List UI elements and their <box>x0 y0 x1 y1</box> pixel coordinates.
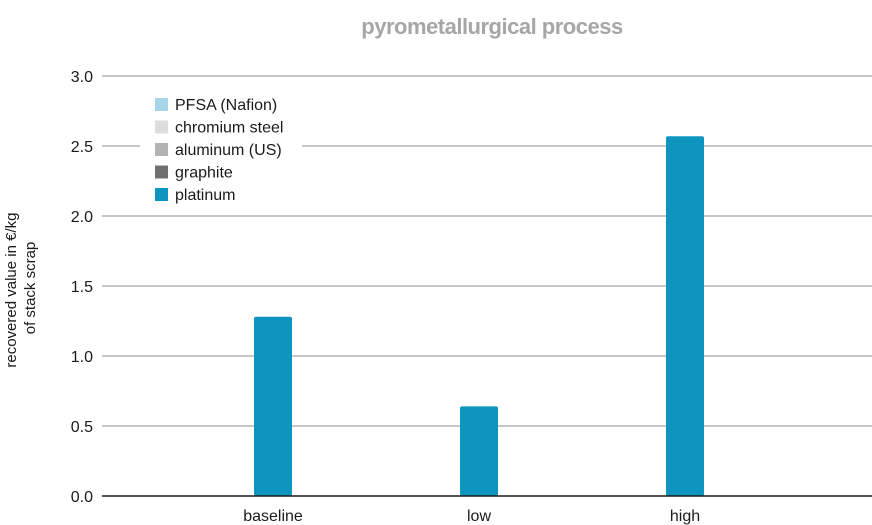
y-axis-label: recovered value in €/kg of stack scrap <box>3 208 39 367</box>
legend-swatch-platinum <box>155 188 168 201</box>
y-tick-label: 0.0 <box>71 489 93 506</box>
y-axis-label-line-1: recovered value in €/kg <box>3 213 20 368</box>
legend-label-pfsa-nafion: PFSA (Nafion) <box>175 97 277 114</box>
legend-label-graphite: graphite <box>175 165 233 182</box>
y-tick-label: 0.5 <box>71 419 93 436</box>
y-tick-label: 2.0 <box>71 209 93 226</box>
legend-label-chromium-steel: chromium steel <box>175 120 283 137</box>
y-tick-label: 3.0 <box>71 69 93 86</box>
y-axis-label-line-2: of stack scrap <box>22 242 39 335</box>
x-tick-label: high <box>670 508 700 525</box>
legend-swatch-pfsa-nafion <box>155 98 168 111</box>
bar-high-platinum <box>666 136 704 496</box>
legend-swatch-chromium-steel <box>155 120 168 134</box>
bar-baseline-platinum <box>254 316 292 496</box>
legend-swatch-graphite <box>155 165 168 179</box>
legend-label-platinum: platinum <box>175 187 235 204</box>
y-axis-ticks: 0.0 0.5 1.0 1.5 2.0 2.5 3.0 <box>71 69 93 506</box>
x-tick-label: baseline <box>243 508 303 525</box>
legend-label-aluminum-us: aluminum (US) <box>175 142 282 159</box>
chart-title: pyrometallurgical process <box>361 14 623 39</box>
legend-swatch-aluminum-us <box>155 143 168 156</box>
y-tick-label: 2.5 <box>71 139 93 156</box>
x-tick-label: low <box>467 508 491 525</box>
y-tick-label: 1.0 <box>71 349 93 366</box>
x-axis-ticks: baseline low high <box>243 508 700 525</box>
legend: PFSA (Nafion) chromium steel aluminum (US)… <box>140 88 302 212</box>
bars <box>254 136 704 496</box>
y-tick-label: 1.5 <box>71 279 93 296</box>
bar-low-platinum <box>460 406 498 496</box>
